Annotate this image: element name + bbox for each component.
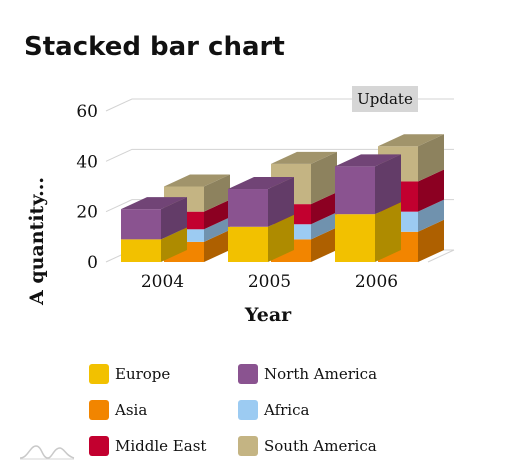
legend-label: Africa	[264, 401, 310, 419]
legend-swatch	[238, 400, 258, 420]
bar-front	[228, 189, 268, 227]
bar-front	[121, 239, 161, 262]
bar-side	[268, 214, 294, 262]
bar-top	[164, 174, 230, 187]
brand-logo-icon	[19, 445, 75, 460]
bar-side	[311, 151, 337, 205]
bar-side	[268, 177, 294, 227]
bar-side	[375, 202, 401, 262]
bar-north-america-2004	[121, 197, 187, 240]
legend-label: South America	[264, 437, 377, 455]
legend-swatch	[238, 364, 258, 384]
legend-item-north-america[interactable]: North America	[238, 363, 377, 385]
bar-side	[161, 227, 187, 262]
bar-side	[311, 212, 337, 240]
legend-swatch	[89, 364, 109, 384]
legend-swatch	[238, 436, 258, 456]
x-tick-label: 2006	[355, 272, 398, 292]
legend-item-africa[interactable]: Africa	[238, 399, 309, 421]
bar-side	[311, 192, 337, 225]
x-tick-label: 2005	[248, 272, 291, 292]
legend-label: Asia	[115, 401, 148, 419]
bar-north-america-2005	[228, 177, 294, 227]
x-axis-title: Year	[244, 304, 292, 326]
bar-top	[271, 151, 337, 164]
bars	[121, 134, 444, 262]
bar-front	[335, 166, 375, 215]
y-axis-title: A quantity...	[26, 177, 48, 306]
legend-swatch	[89, 400, 109, 420]
bar-side	[418, 199, 444, 232]
chart-title: Stacked bar chart	[24, 32, 285, 62]
gridline	[105, 148, 454, 162]
bar-side	[204, 174, 230, 212]
bar-side	[204, 199, 230, 230]
gridline	[105, 98, 454, 112]
legend-label: North America	[264, 365, 378, 383]
bar-top	[121, 197, 187, 210]
bar-side	[161, 197, 187, 240]
bar-side	[204, 229, 230, 262]
bar-side	[418, 219, 444, 262]
bar-side	[311, 227, 337, 262]
legend-item-south-america[interactable]: South America	[238, 435, 377, 457]
legend-swatch	[89, 436, 109, 456]
y-tick-label: 0	[87, 253, 98, 273]
bar-side	[418, 169, 444, 212]
legend-label: Middle East	[115, 437, 207, 455]
legend-item-europe[interactable]: Europe	[89, 363, 170, 385]
bar-north-america-2006	[335, 154, 401, 215]
bar-side	[418, 134, 444, 182]
y-tick-label: 20	[76, 203, 98, 223]
bar-front	[121, 209, 161, 240]
bar-side	[204, 217, 230, 242]
y-tick-label: 60	[76, 102, 98, 122]
update-button[interactable]: Update	[352, 86, 418, 112]
bar-europe-2004	[121, 227, 187, 262]
floor-edge	[427, 249, 455, 263]
x-tick-label: 2004	[141, 272, 184, 292]
bar-front	[335, 214, 375, 262]
bar-europe-2006	[335, 202, 401, 262]
bar-front	[228, 226, 268, 262]
legend-item-asia[interactable]: Asia	[89, 399, 147, 421]
y-tick-label: 40	[76, 152, 98, 172]
bar-europe-2005	[228, 214, 294, 262]
bar-side	[375, 154, 401, 215]
bar-top	[228, 177, 294, 190]
bar-top	[378, 134, 444, 147]
legend-label: Europe	[115, 365, 171, 383]
legend-item-middle-east[interactable]: Middle East	[89, 435, 206, 457]
bar-top	[335, 154, 401, 167]
